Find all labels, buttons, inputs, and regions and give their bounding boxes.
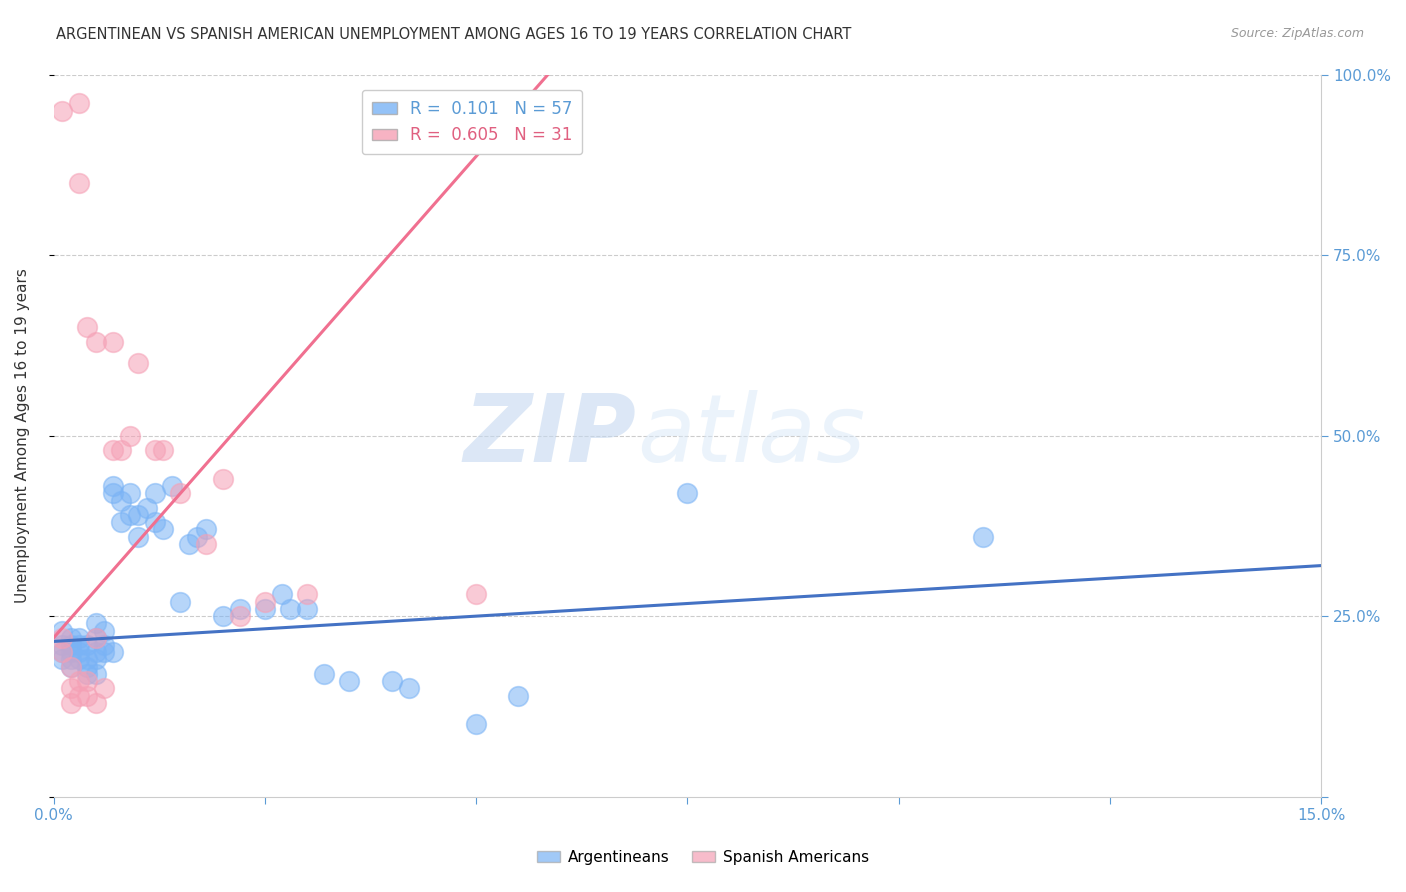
Point [76,667,98,681]
Point [76,652,98,666]
Point [381,674,404,689]
Point [211,472,233,486]
Point [67,631,90,645]
Point [101,479,124,493]
Point [67,652,90,666]
Point [270,587,292,601]
Point [51,624,73,638]
Point [398,681,420,696]
Point [84,616,107,631]
Point [51,103,73,118]
Point [465,717,488,731]
Point [59,638,82,652]
Point [127,530,149,544]
Point [110,493,132,508]
Point [59,631,82,645]
Point [676,486,699,500]
Point [143,443,166,458]
Point [101,486,124,500]
Point [84,667,107,681]
Point [110,515,132,529]
Point [160,479,183,493]
Point [93,681,115,696]
Point [76,320,98,334]
Point [127,356,149,370]
Point [135,500,157,515]
Point [194,523,217,537]
Point [110,443,132,458]
Y-axis label: Unemployment Among Ages 16 to 19 years: Unemployment Among Ages 16 to 19 years [15,268,30,603]
Point [59,645,82,659]
Point [51,652,73,666]
Legend: Argentineans, Spanish Americans: Argentineans, Spanish Americans [531,844,875,871]
Point [76,689,98,703]
Point [59,652,82,666]
Text: atlas: atlas [637,390,865,481]
Point [972,530,994,544]
Point [127,508,149,522]
Point [59,681,82,696]
Point [152,443,174,458]
Point [228,602,250,616]
Point [143,486,166,500]
Point [51,645,73,659]
Text: ZIP: ZIP [464,390,637,482]
Point [295,587,318,601]
Legend: R =  0.101   N = 57, R =  0.605   N = 31: R = 0.101 N = 57, R = 0.605 N = 31 [361,90,582,154]
Point [67,176,90,190]
Point [337,674,360,689]
Point [67,674,90,689]
Text: ARGENTINEAN VS SPANISH AMERICAN UNEMPLOYMENT AMONG AGES 16 TO 19 YEARS CORRELATI: ARGENTINEAN VS SPANISH AMERICAN UNEMPLOY… [56,27,852,42]
Point [93,638,115,652]
Point [51,638,73,652]
Point [84,334,107,349]
Point [101,443,124,458]
Point [84,631,107,645]
Point [51,645,73,659]
Point [59,659,82,673]
Point [84,652,107,666]
Point [295,602,318,616]
Text: Source: ZipAtlas.com: Source: ZipAtlas.com [1230,27,1364,40]
Point [93,645,115,659]
Point [67,645,90,659]
Point [84,645,107,659]
Point [169,595,191,609]
Point [118,508,141,522]
Point [253,602,276,616]
Point [67,689,90,703]
Point [93,624,115,638]
Point [465,587,488,601]
Point [101,645,124,659]
Point [211,609,233,624]
Point [118,486,141,500]
Point [177,537,200,551]
Point [84,631,107,645]
Point [508,689,530,703]
Point [143,515,166,529]
Point [59,659,82,673]
Point [194,537,217,551]
Point [84,696,107,710]
Point [228,609,250,624]
Point [253,595,276,609]
Point [67,638,90,652]
Point [51,631,73,645]
Point [152,523,174,537]
Point [67,96,90,111]
Point [59,696,82,710]
Point [169,486,191,500]
Point [186,530,208,544]
Point [76,638,98,652]
Point [101,334,124,349]
Point [76,659,98,673]
Point [278,602,301,616]
Point [76,674,98,689]
Point [118,428,141,442]
Point [312,667,335,681]
